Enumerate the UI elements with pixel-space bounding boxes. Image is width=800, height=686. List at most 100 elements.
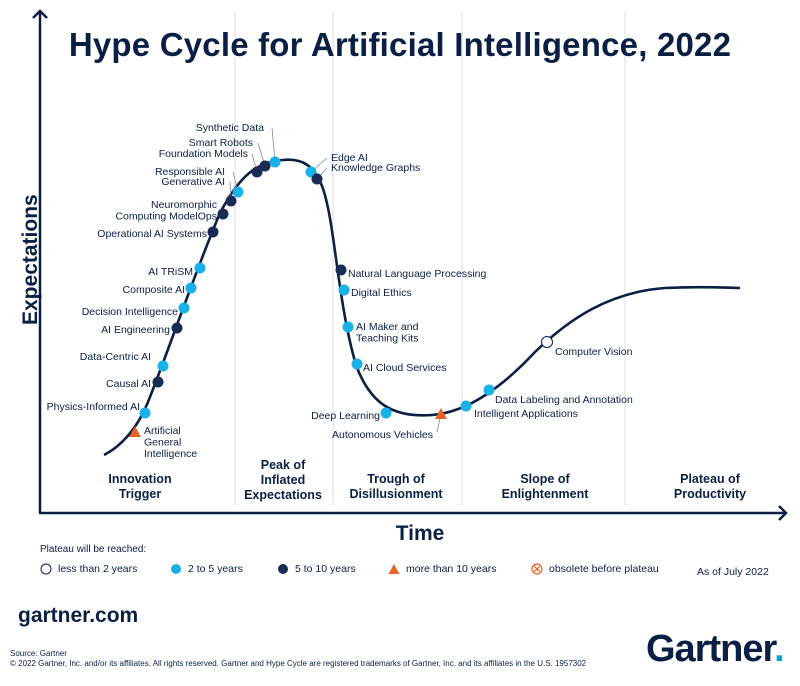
y-axis-arrow <box>32 9 48 19</box>
label-generative-ai: Generative AI <box>161 176 225 188</box>
label-line: Synthetic Data <box>196 122 264 134</box>
label-computer-vision: Computer Vision <box>555 346 633 358</box>
crossed-circle-icon <box>531 563 543 575</box>
legend-item-obsolete-before-plateau: obsolete before plateau <box>531 563 659 575</box>
label-ai-cloud-services: AI Cloud Services <box>363 362 446 374</box>
label-line: Natural Language Processing <box>348 268 487 280</box>
phase-label-line: Trigger <box>118 487 162 501</box>
marker-ai-maker-and-teaching-kits <box>342 321 354 333</box>
label-line: Operational AI Systems <box>97 228 207 240</box>
phase-label-line: Trough of <box>367 472 425 486</box>
leader-line-synthetic-data <box>271 127 276 163</box>
label-responsible-ai: Responsible AI <box>155 166 225 178</box>
label-line: Teaching Kits <box>356 332 418 344</box>
label-line: Generative AI <box>161 176 225 188</box>
marker-smart-robots <box>259 160 271 172</box>
label-line: AI Cloud Services <box>363 362 446 374</box>
phase-label-line: Plateau of <box>680 472 740 486</box>
label-digital-ethics: Digital Ethics <box>351 287 412 299</box>
label-operational-ai-systems: Operational AI Systems <box>97 228 207 240</box>
label-line: Intelligent Applications <box>474 408 578 420</box>
copyright-note: © 2022 Gartner, Inc. and/or its affiliat… <box>10 659 587 668</box>
label-ai-trism: AI TRiSM <box>148 266 193 278</box>
label-data-labeling-and-annotation: Data Labeling and Annotation <box>495 394 633 406</box>
phase-dividers <box>234 12 626 505</box>
marker-artificial-general-intelligence <box>129 426 141 437</box>
orange-triangle-icon <box>388 564 400 574</box>
marker-deep-learning <box>380 407 392 419</box>
marker-ai-cloud-services <box>351 358 363 370</box>
marker-decision-intelligence <box>178 302 190 314</box>
label-line: Data Labeling and Annotation <box>495 394 633 406</box>
label-line: AI TRiSM <box>148 266 193 278</box>
label-line: Data-Centric AI <box>80 351 151 363</box>
legend-item-5-to-10-years: 5 to 10 years <box>277 563 356 575</box>
marker-natural-language-processing <box>335 264 347 276</box>
label-line: Causal AI <box>106 378 151 390</box>
source-note: Source: Gartner <box>10 649 67 658</box>
legend-heading: Plateau will be reached: <box>40 544 147 555</box>
legend-label: obsolete before plateau <box>549 563 659 575</box>
x-axis-arrow <box>778 505 788 521</box>
phase-label-line: Productivity <box>673 487 747 501</box>
label-line: Computer Vision <box>555 346 633 358</box>
label-line: Physics-Informed AI <box>47 401 140 413</box>
label-line: Knowledge Graphs <box>331 162 420 174</box>
dark-blue-dot-icon <box>278 564 288 574</box>
marker-responsible-ai <box>232 186 244 198</box>
gartner-logo: Gartner. <box>646 628 785 671</box>
label-synthetic-data: Synthetic Data <box>196 122 264 134</box>
marker-computer-vision <box>541 336 553 348</box>
label-edge-ai: Edge AI <box>331 152 368 164</box>
label-line: Digital Ethics <box>351 287 412 299</box>
legend-item-2-to-5-years: 2 to 5 years <box>170 563 243 575</box>
marker-autonomous-vehicles <box>435 408 447 419</box>
chart-title: Hype Cycle for Artificial Intelligence, … <box>68 26 732 63</box>
label-line: Artificial <box>144 425 181 437</box>
legend-item-less-than-2-years: less than 2 years <box>40 563 137 575</box>
marker-operational-ai-systems <box>207 226 219 238</box>
label-ai-maker-and-teaching-kits: AI Maker and Teaching Kits <box>356 321 419 345</box>
legend-label: less than 2 years <box>58 563 138 575</box>
technology-labels: Artificial General Intelligence Physics-Inf… <box>47 122 633 460</box>
phase-label-line: Innovation <box>108 472 172 486</box>
label-data-centric-ai: Data-Centric AI <box>80 351 151 363</box>
label-line: Smart Robots <box>189 137 253 149</box>
logo-dot: . <box>774 628 785 670</box>
label-line: Deep Learning <box>311 410 380 422</box>
label-line: General <box>144 436 181 448</box>
marker-ai-trism <box>194 262 206 274</box>
website-link[interactable]: gartner.com <box>18 604 139 627</box>
phase-plateau-of-productivity: Plateau of Productivity <box>645 472 775 502</box>
logo-wordmark: Gartner <box>646 628 775 670</box>
marker-digital-ethics <box>338 284 350 296</box>
as-of-date: As of July 2022 <box>697 566 769 578</box>
label-artificial-general-intelligence: Artificial General Intelligence <box>144 425 197 460</box>
label-foundation-models: Foundation Models <box>159 148 248 160</box>
marker-knowledge-graphs <box>311 173 323 185</box>
phase-label-line: Peak of <box>260 458 306 472</box>
marker-causal-ai <box>152 376 164 388</box>
label-line: Intelligence <box>144 448 197 460</box>
x-axis-label: Time <box>395 522 445 545</box>
marker-physics-informed-ai <box>139 407 151 419</box>
technology-markers <box>129 156 553 437</box>
label-line: Edge AI <box>331 152 368 164</box>
label-line: Foundation Models <box>159 148 248 160</box>
marker-foundation-models <box>251 166 263 178</box>
phase-trough-of-disillusionment: Trough of Disillusionment <box>336 472 456 502</box>
label-smart-robots: Smart Robots <box>189 137 253 149</box>
marker-intelligent-applications <box>460 400 472 412</box>
light-blue-dot-icon <box>171 564 181 574</box>
legend-label: more than 10 years <box>406 563 497 575</box>
phase-slope-of-enlightenment: Slope of Enlightenment <box>480 472 610 502</box>
label-natural-language-processing: Natural Language Processing <box>348 268 487 280</box>
phase-peak-of-inflated-expectations: Peak of Inflated Expectations <box>228 458 338 503</box>
label-line: Neuromorphic <box>151 199 217 211</box>
label-ai-engineering: AI Engineering <box>101 324 170 336</box>
label-line: Composite AI <box>123 284 185 296</box>
legend-item-more-than-10-years: more than 10 years <box>388 563 496 575</box>
phase-label-line: Expectations <box>244 488 322 502</box>
